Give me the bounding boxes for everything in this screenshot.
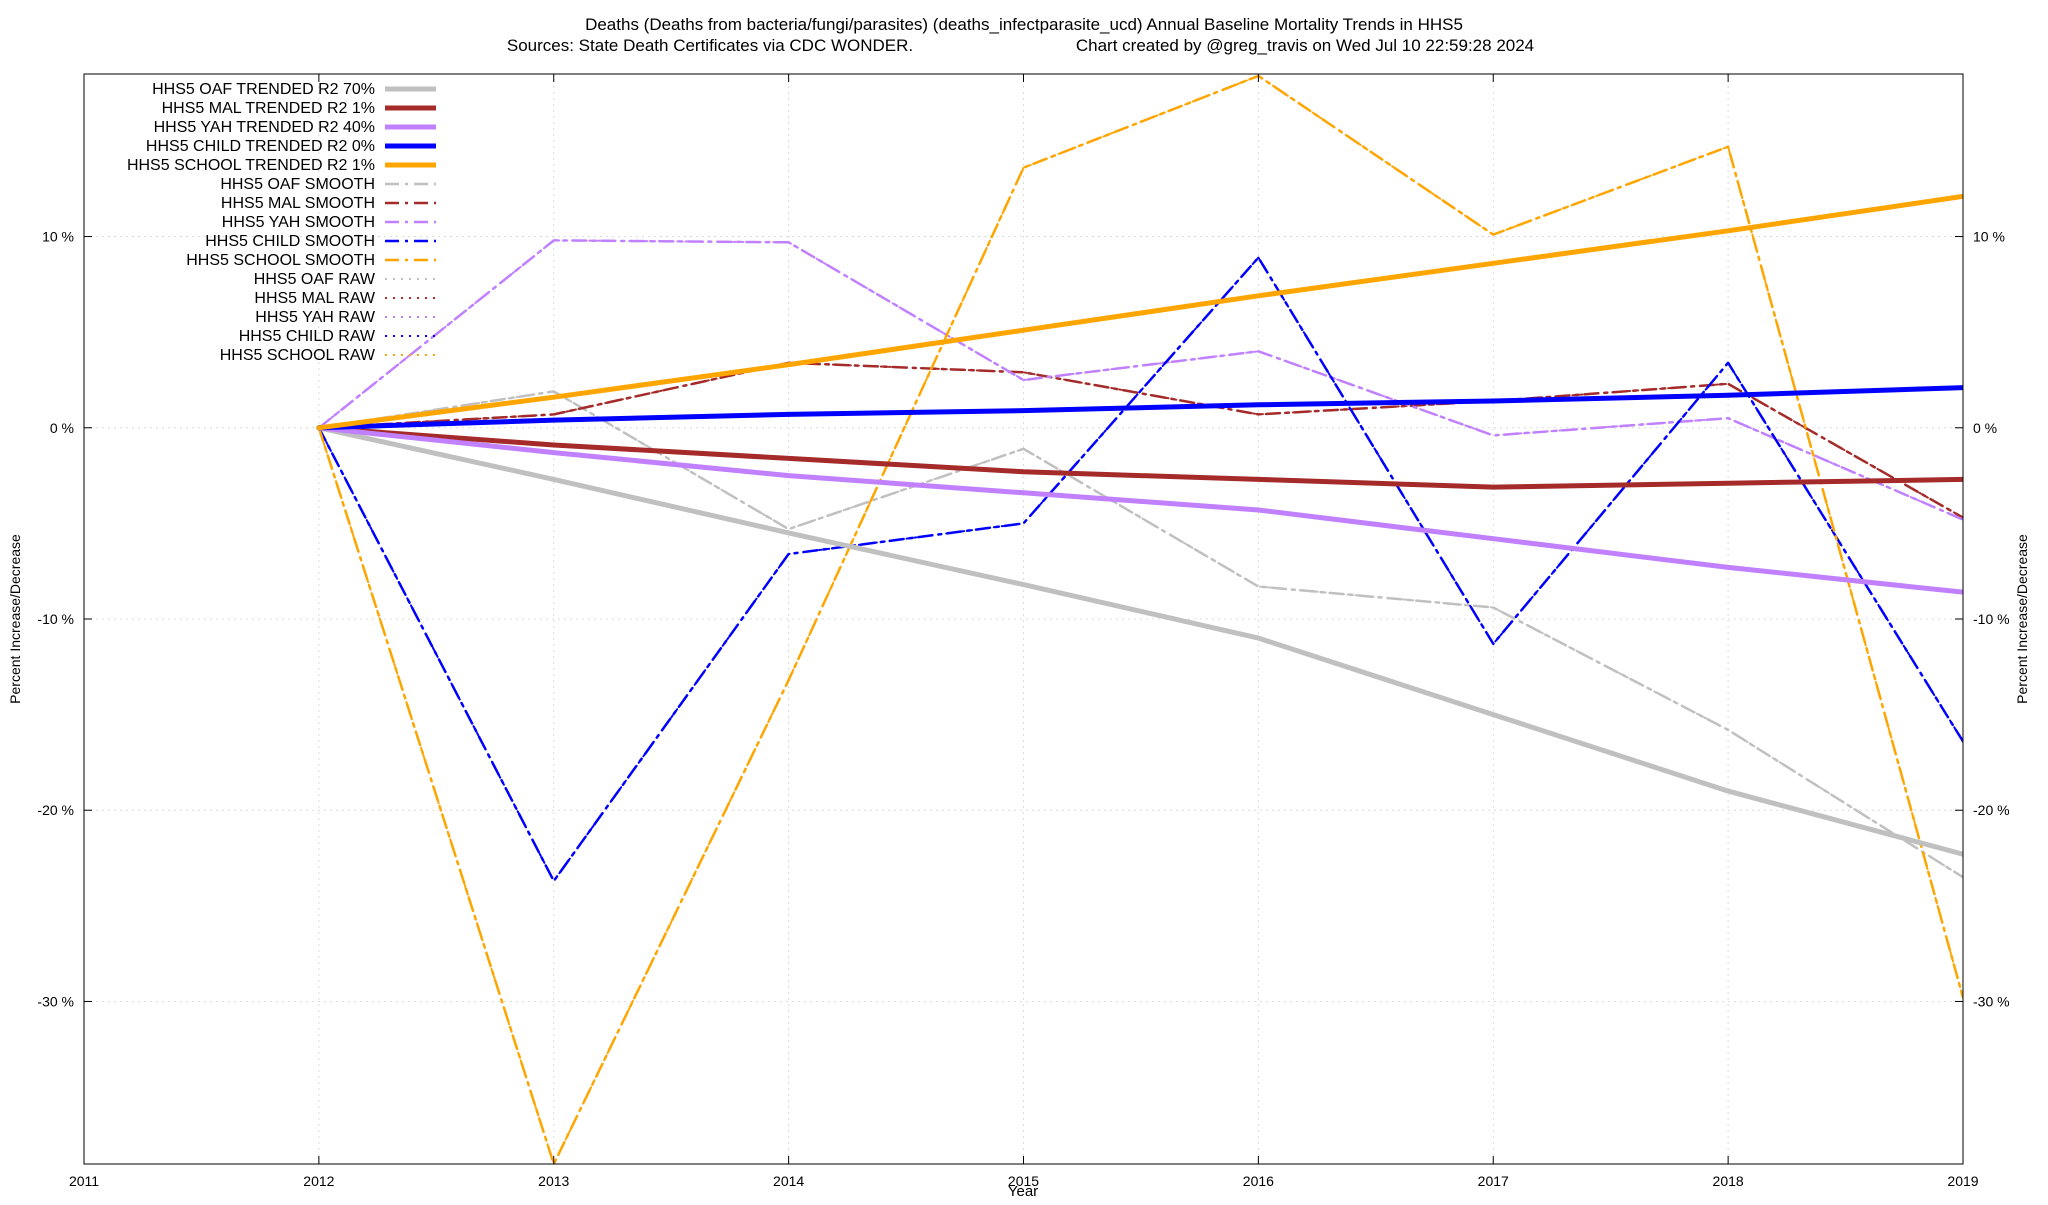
- y-axis-label: Percent Increase/Decrease: [7, 534, 23, 704]
- series-line-yah-trended: [316, 425, 1963, 595]
- x-tick-label: 2011: [69, 1173, 99, 1189]
- legend-label: HHS5 CHILD SMOOTH: [205, 233, 375, 250]
- legend-label: HHS5 MAL TRENDED R2 1%: [162, 100, 375, 117]
- series-lines: [316, 74, 1963, 1164]
- legend-label: HHS5 SCHOOL RAW: [220, 347, 376, 364]
- series-line-oaf-trended: [316, 425, 1963, 857]
- y2-axis-label: Percent Increase/Decrease: [2014, 534, 2030, 704]
- y-tick-label: 0 %: [50, 420, 74, 436]
- legend-label: HHS5 OAF TRENDED R2 70%: [152, 81, 375, 98]
- legend: HHS5 OAF TRENDED R2 70% HHS5 MAL TRENDED …: [127, 81, 436, 364]
- y-tick-label: -10 %: [37, 611, 74, 627]
- series-line-school-raw: [317, 74, 1963, 1164]
- legend-label: HHS5 YAH TRENDED R2 40%: [154, 119, 375, 136]
- series-line-mal-trended: [316, 425, 1963, 490]
- series-line-school-trended: [316, 193, 1963, 431]
- chart-subtitle-right: Chart created by @greg_travis on Wed Jul…: [1076, 36, 1534, 55]
- legend-label: HHS5 YAH RAW: [255, 309, 376, 326]
- y2-tick-label: 10 %: [1973, 229, 2005, 245]
- legend-label: HHS5 OAF SMOOTH: [220, 176, 375, 193]
- legend-label: HHS5 CHILD TRENDED R2 0%: [146, 138, 375, 155]
- x-tick-label: 2019: [1947, 1173, 1978, 1189]
- series-line-oaf-raw: [317, 390, 1963, 879]
- x-tick-label: 2013: [538, 1173, 569, 1189]
- legend-label: HHS5 YAH SMOOTH: [222, 214, 375, 231]
- x-tick-label: 2014: [773, 1173, 804, 1189]
- x-tick-label: 2012: [303, 1173, 334, 1189]
- chart-subtitle-left: Sources: State Death Certificates via CD…: [507, 36, 913, 55]
- series-line-school-smooth: [317, 74, 1963, 1164]
- x-tick-label: 2016: [1243, 1173, 1274, 1189]
- series-line-mal-smooth: [317, 361, 1963, 519]
- x-tick-label: 2018: [1713, 1173, 1744, 1189]
- x-axis-label: Year: [1008, 1183, 1038, 1200]
- series-line-child-smooth: [317, 256, 1963, 883]
- y-tick-label: -30 %: [37, 993, 74, 1009]
- y2-tick-label: -30 %: [1973, 993, 2010, 1009]
- axis-ticks: 2011 2012 2013 2014 2015 2016 2017 2018 2019 10 %…: [37, 74, 2010, 1189]
- legend-label: HHS5 SCHOOL SMOOTH: [186, 252, 375, 269]
- legend-label: HHS5 SCHOOL TRENDED R2 1%: [127, 157, 375, 174]
- y-tick-label: 10 %: [42, 229, 74, 245]
- series-line-oaf-smooth: [317, 390, 1963, 879]
- grid-lines: [84, 74, 1963, 1164]
- x-tick-label: 2015: [1008, 1173, 1039, 1189]
- series-line-yah-smooth: [317, 239, 1963, 521]
- legend-label: HHS5 OAF RAW: [254, 271, 376, 288]
- series-line-child-trended: [316, 385, 1963, 431]
- y-tick-label: -20 %: [37, 802, 74, 818]
- legend-label: HHS5 MAL SMOOTH: [221, 195, 375, 212]
- chart-title: Deaths (Deaths from bacteria/fungi/paras…: [585, 15, 1463, 34]
- x-tick-label: 2017: [1478, 1173, 1509, 1189]
- y2-tick-label: -10 %: [1973, 611, 2010, 627]
- y2-tick-label: 0 %: [1973, 420, 1997, 436]
- series-line-mal-raw: [317, 361, 1963, 519]
- legend-label: HHS5 CHILD RAW: [239, 328, 376, 345]
- y2-tick-label: -20 %: [1973, 802, 2010, 818]
- legend-label: HHS5 MAL RAW: [254, 290, 376, 307]
